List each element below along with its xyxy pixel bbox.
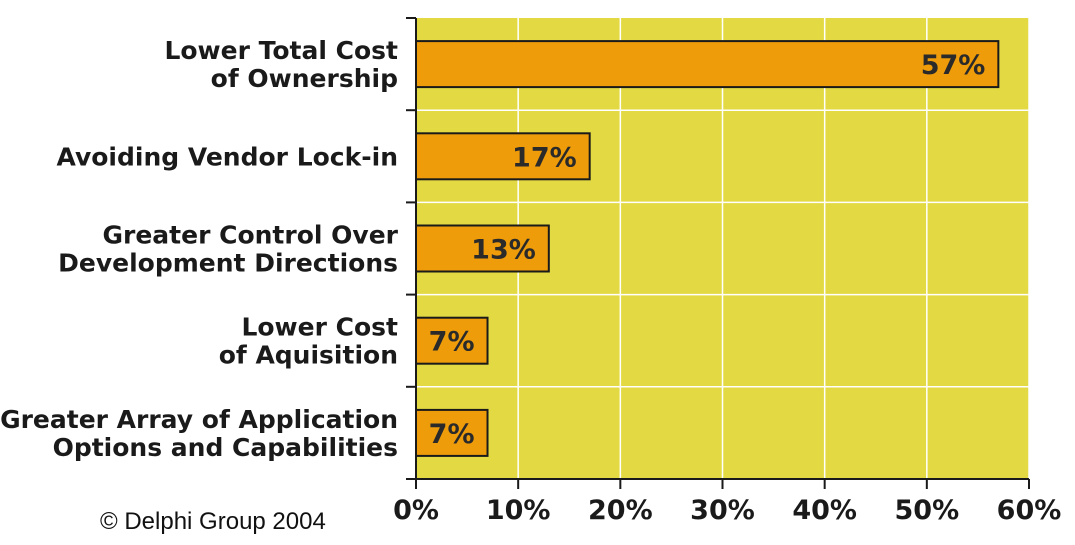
bar bbox=[415, 132, 591, 181]
bar bbox=[415, 40, 1000, 89]
x-tick-label: 50% bbox=[895, 495, 960, 526]
category-label: of Aquisition bbox=[219, 341, 398, 370]
data-label: 17% bbox=[512, 142, 577, 173]
bar bbox=[415, 224, 550, 273]
x-tick-label: 0% bbox=[393, 495, 439, 526]
category-label: Options and Capabilities bbox=[53, 433, 398, 462]
x-tick-label: 40% bbox=[792, 495, 857, 526]
category-label: Lower Total Cost bbox=[164, 36, 398, 65]
category-label: Greater Control Over bbox=[103, 221, 399, 250]
bar bbox=[415, 408, 489, 457]
category-label: of Ownership bbox=[211, 64, 398, 93]
category-label: Avoiding Vendor Lock-in bbox=[57, 142, 399, 171]
category-label: Lower Cost bbox=[241, 313, 398, 342]
data-label: 7% bbox=[429, 327, 475, 358]
x-tick-label: 20% bbox=[588, 495, 653, 526]
axes bbox=[406, 17, 1030, 489]
bars: 57% 17% 13% 7% 7% bbox=[415, 40, 1000, 457]
gridlines bbox=[416, 18, 1030, 479]
x-tick-label: 10% bbox=[486, 495, 551, 526]
x-tick-label: 60% bbox=[997, 495, 1062, 526]
category-label: Development Directions bbox=[58, 249, 398, 278]
data-label: 7% bbox=[429, 419, 475, 450]
data-label: 57% bbox=[921, 50, 986, 81]
data-label: 13% bbox=[471, 235, 536, 266]
copyright-note: © Delphi Group 2004 bbox=[100, 508, 326, 535]
category-label: Greater Array of Application bbox=[0, 405, 398, 434]
x-tick-label: 30% bbox=[690, 495, 755, 526]
bar bbox=[415, 316, 489, 365]
x-tick-labels: 0% 10% 20% 30% 40% 50% 60% bbox=[393, 495, 1061, 526]
